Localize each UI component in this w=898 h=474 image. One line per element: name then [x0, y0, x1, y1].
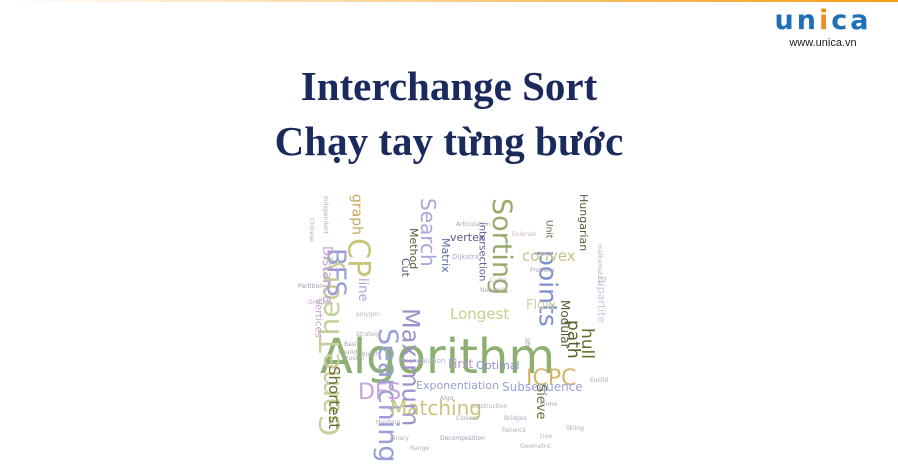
- word-cloud-word: Partition: [298, 283, 323, 290]
- word-cloud-word: Flow: [526, 298, 556, 313]
- word-cloud-word: Method: [407, 228, 420, 269]
- word-cloud-word: Kruskal: [342, 355, 364, 362]
- word-cloud-word: Triangulation: [399, 357, 445, 365]
- word-cloud-word: Fenwick: [502, 427, 526, 434]
- word-cloud-word: points: [534, 250, 563, 327]
- word-cloud-word: Chinese: [308, 218, 315, 242]
- word-cloud-word: Longest: [450, 305, 509, 323]
- word-cloud-word: Geometric: [520, 443, 551, 450]
- algorithm-word-cloud: Algorithm GameTheory Searching Maximum Sorti…: [290, 188, 620, 466]
- word-cloud-word: tree: [540, 433, 552, 440]
- slide-title-line-2: Chạy tay từng bước: [274, 118, 624, 164]
- word-cloud-word: lift: [523, 338, 531, 347]
- logo-wordmark: unica: [768, 6, 878, 36]
- word-cloud-word: BFS: [321, 248, 351, 297]
- word-cloud-word: Bound: [338, 349, 357, 356]
- logo-letter-u: u: [774, 5, 797, 36]
- word-cloud-word: Searching: [372, 328, 403, 463]
- word-cloud-word: Maximum: [396, 308, 424, 426]
- word-cloud-word: graph: [348, 194, 364, 235]
- logo-letter-c: c: [831, 5, 851, 36]
- word-cloud-word: CP: [340, 238, 375, 277]
- word-cloud-word: Range: [410, 445, 429, 452]
- word-cloud-word: Eulerian: [512, 231, 537, 238]
- word-cloud-word: Search: [416, 198, 440, 267]
- word-cloud-word: line: [355, 278, 370, 301]
- word-cloud-word: Independent: [322, 196, 329, 235]
- word-cloud-word: Sieve: [533, 384, 548, 420]
- logo-url: www.unica.vn: [789, 37, 857, 49]
- logo-letter-n: n: [796, 5, 819, 36]
- word-cloud-word: Strategy: [356, 331, 382, 338]
- word-cloud-word: Modular: [558, 300, 572, 349]
- word-cloud-word: Decomposition: [440, 435, 485, 442]
- word-cloud-word: Basic: [344, 341, 360, 348]
- slide-title-line-1: Interchange Sort: [300, 63, 598, 109]
- word-cloud-word: convex: [522, 247, 576, 265]
- word-cloud-word: Sorting: [486, 198, 517, 295]
- word-cloud-word: Cycle: [490, 277, 507, 284]
- word-cloud-word: Algorithm: [320, 329, 555, 385]
- word-cloud-word: Hashing: [376, 419, 401, 426]
- word-cloud-word: Optimal: [476, 359, 520, 372]
- word-cloud-word: Matrix: [439, 238, 452, 273]
- word-cloud-word: construction: [470, 403, 508, 410]
- word-cloud-word: Cut: [399, 258, 412, 278]
- word-cloud-word: Bipartite: [595, 276, 608, 324]
- word-cloud-word: DFS: [358, 380, 401, 405]
- word-cloud-word: Prime: [540, 401, 557, 408]
- word-cloud-word: Dijkstra: [452, 253, 479, 261]
- word-cloud-word: Vertices: [313, 298, 324, 338]
- word-cloud-word: Exponentiation: [416, 379, 499, 392]
- word-cloud-word: Matching: [390, 396, 482, 420]
- word-cloud-word: Bridges: [504, 415, 527, 422]
- word-cloud-word: Euclid: [590, 377, 608, 384]
- word-cloud-word: polygon: [356, 311, 380, 318]
- word-cloud-word: Knuth: [362, 351, 380, 358]
- word-cloud-word: ICPC: [526, 366, 576, 391]
- top-accent-bar: [0, 0, 898, 2]
- word-cloud-word: binary: [390, 435, 409, 442]
- word-cloud-word: vertex: [450, 231, 486, 244]
- word-cloud-word: hull: [577, 328, 597, 359]
- word-cloud-word: Closest: [456, 415, 478, 422]
- word-cloud-word: path: [563, 320, 583, 359]
- word-cloud-word: Articulation: [456, 221, 491, 228]
- logo-letter-i: i: [818, 5, 832, 36]
- word-cloud-word: Graham: [308, 299, 332, 306]
- word-cloud-word: Subsequence: [502, 380, 583, 394]
- word-cloud-word: Network: [480, 287, 506, 294]
- word-cloud-word: mathematical: [596, 244, 603, 286]
- word-cloud-word: Problem: [530, 267, 555, 274]
- word-cloud-word: Shortest: [325, 366, 343, 429]
- word-cloud-word: intersection: [477, 222, 488, 281]
- word-cloud-word: Hungarian: [577, 194, 590, 251]
- word-cloud-word: String: [566, 425, 584, 432]
- word-cloud-word: Distance: [319, 246, 334, 303]
- logo-letter-a: a: [850, 5, 872, 36]
- unica-logo[interactable]: unica www.unica.vn: [768, 6, 878, 50]
- word-cloud-word: Unit: [543, 220, 553, 239]
- word-cloud-word: First: [448, 357, 474, 371]
- word-cloud-word: GameTheory: [313, 255, 346, 436]
- word-cloud-word: Algo: [440, 395, 454, 402]
